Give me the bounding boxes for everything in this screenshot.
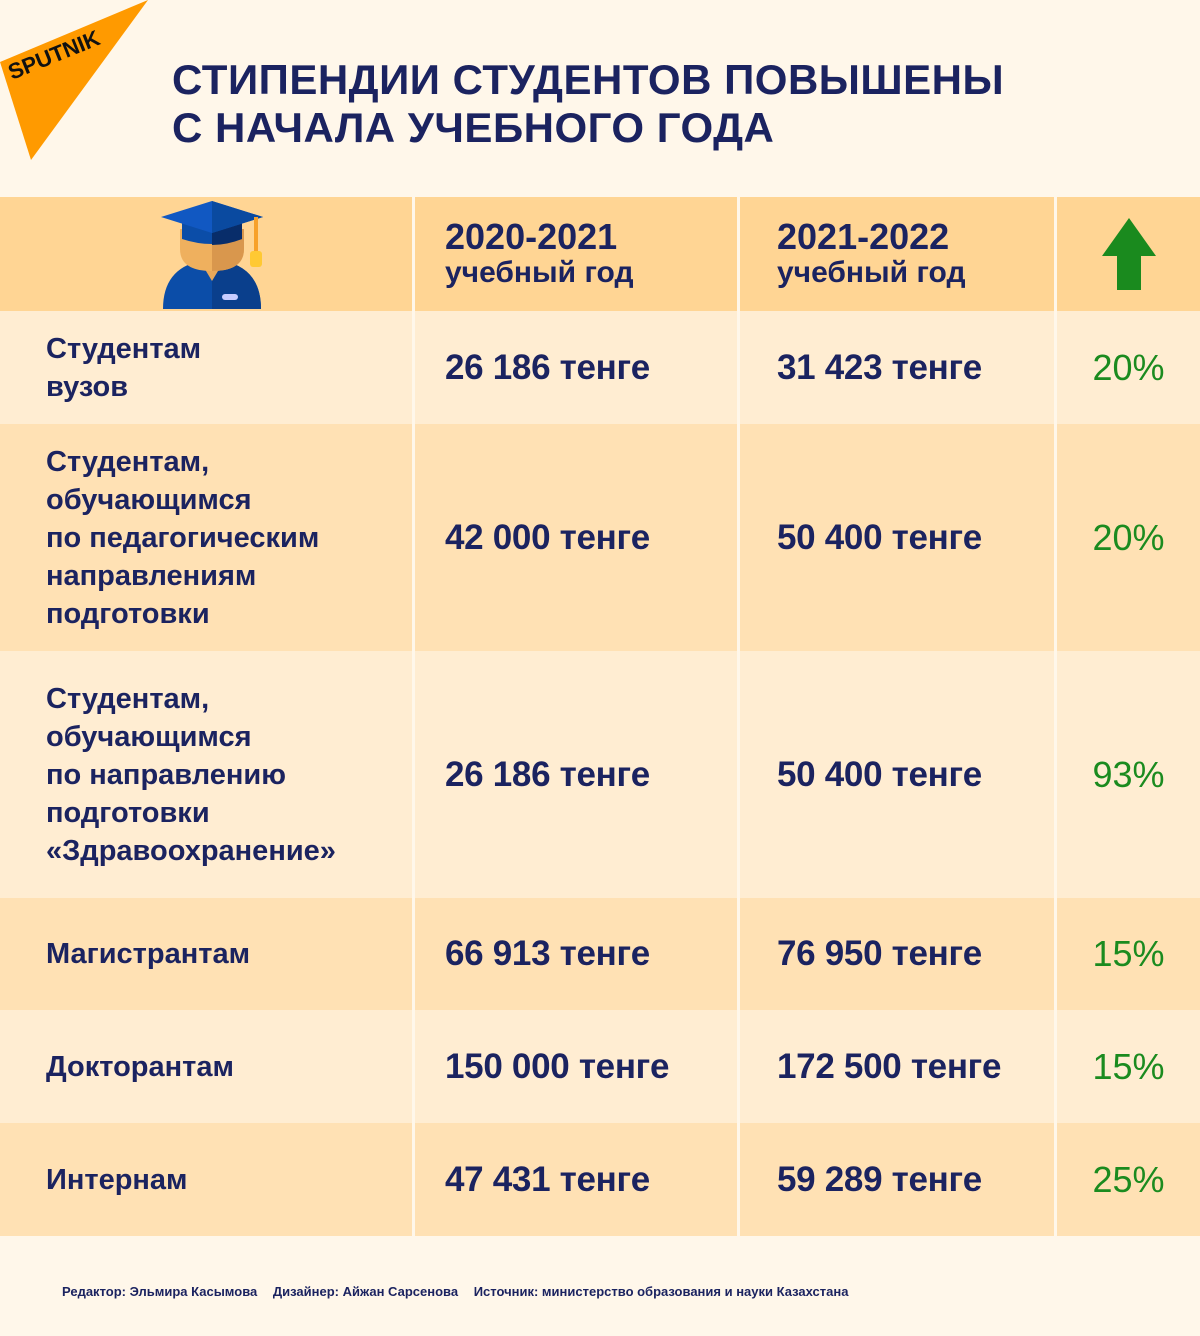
category-label: Интернам [46,1163,188,1196]
growth-percent: 93% [1057,651,1200,898]
value-2021-2022: 59 289 тенге [740,1123,1057,1236]
arrow-up-icon [1101,218,1156,290]
sputnik-logo-icon: SPUTNIK [0,0,148,160]
value-2021-2022: 50 400 тенге [740,651,1057,898]
value-2021-2022: 76 950 тенге [740,898,1057,1010]
value-2020-2021: 42 000 тенге [415,424,740,651]
row-category: Магистрантам [0,898,415,1010]
table-row: Студентам вузов 26 186 тенге 31 423 тенге 20… [0,311,1200,424]
row-category: Студентам, обучающимся по направлению подго… [0,651,415,898]
category-label: Студентам, обучающимся по направлению подго… [46,682,336,867]
value-2021-2022: 31 423 тенге [740,311,1057,424]
table-row: Магистрантам 66 913 тенге 76 950 тенге 15% [0,898,1200,1010]
row-category: Студентам, обучающимся по педагогическим на… [0,424,415,651]
table-row: Интернам 47 431 тенге 59 289 тенге 25% [0,1123,1200,1236]
growth-percent: 20% [1057,311,1200,424]
category-label: Докторантам [46,1050,234,1083]
row-category: Интернам [0,1123,415,1236]
value-2020-2021: 47 431 тенге [415,1123,740,1236]
designer-credit: Дизайнер: Айжан Сарсенова [272,1284,459,1299]
credits: Редактор: Эльмира Касымова Дизайнер: Айж… [62,1284,860,1299]
value-2021-2022: 50 400 тенге [740,424,1057,651]
value-2020-2021: 26 186 тенге [415,651,740,898]
growth-percent: 15% [1057,898,1200,1010]
row-category: Докторантам [0,1010,415,1123]
table-row: Докторантам 150 000 тенге 172 500 тенге 15% [0,1010,1200,1123]
source-credit: Источник: министерство образования и нау… [473,1284,849,1299]
table-row: Студентам, обучающимся по направлению подго… [0,651,1200,898]
category-label: Студентам вузов [46,332,202,403]
growth-percent: 25% [1057,1123,1200,1236]
growth-percent: 20% [1057,424,1200,651]
value-2021-2022: 172 500 тенге [740,1010,1057,1123]
value-2020-2021: 66 913 тенге [415,898,740,1010]
title-line-1: СТИПЕНДИИ СТУДЕНТОВ ПОВЫШЕНЫ [172,56,1005,103]
table-row: Студентам, обучающимся по педагогическим на… [0,424,1200,651]
header-icon-cell [0,197,415,311]
growth-percent: 15% [1057,1010,1200,1123]
sputnik-logo: SPUTNIK [0,0,175,165]
scholarship-table: 2020-2021 учебный год 2021-2022 учебный … [0,197,1200,1236]
editor-credit: Редактор: Эльмира Касымова [62,1284,258,1299]
table-header: 2020-2021 учебный год 2021-2022 учебный … [0,197,1200,311]
header-growth [1057,197,1200,311]
page-title: СТИПЕНДИИ СТУДЕНТОВ ПОВЫШЕНЫ С НАЧАЛА УЧ… [172,56,1004,152]
category-label: Магистрантам [46,938,251,970]
header-2021-2022: 2021-2022 учебный год [740,197,1057,311]
row-category: Студентам вузов [0,311,415,424]
value-2020-2021: 150 000 тенге [415,1010,740,1123]
title-line-2: С НАЧАЛА УЧЕБНОГО ГОДА [172,104,775,151]
header-2020-2021: 2020-2021 учебный год [415,197,740,311]
value-2020-2021: 26 186 тенге [415,311,740,424]
graduate-student-icon [161,201,263,309]
table-body: Студентам вузов 26 186 тенге 31 423 тенге 20… [0,311,1200,1236]
category-label: Студентам, обучающимся по педагогическим на… [46,445,320,630]
